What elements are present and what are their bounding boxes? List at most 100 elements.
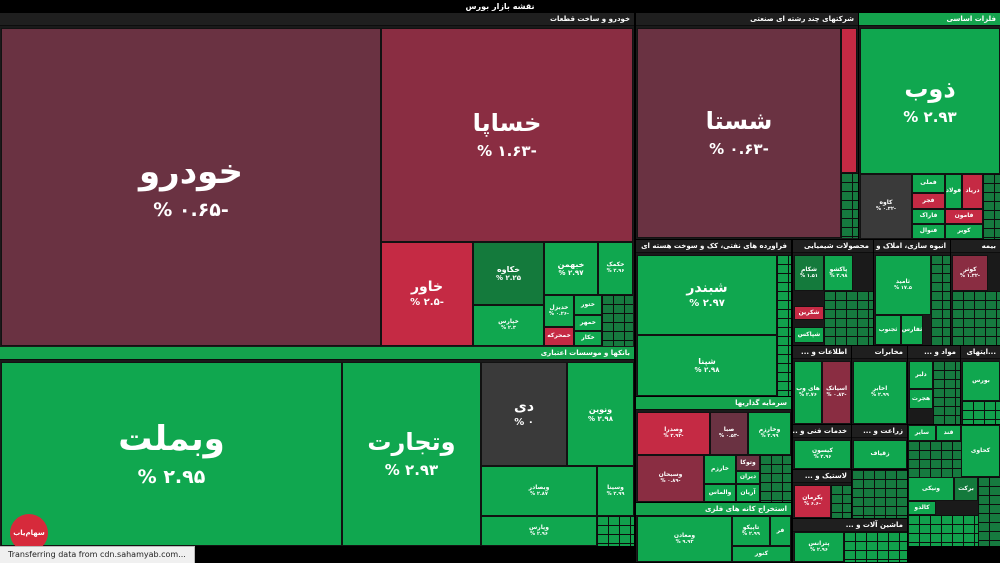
tile-percent: ۲.۲۵ %: [496, 274, 521, 283]
tile-vsadra[interactable]: وصدرا -۳.۹۳ %: [637, 412, 710, 455]
sector-header-multi: شرکتهای چند رشته ای صنعتی: [636, 13, 858, 26]
tile-diran[interactable]: دیران: [736, 471, 760, 484]
tile-kaldo[interactable]: کالدو: [908, 501, 936, 515]
tile-zob[interactable]: ذوب ۲.۹۳ %: [860, 28, 1000, 174]
tile-vpars[interactable]: وپارس ۲.۹۶ %: [481, 516, 597, 546]
tile-kavir[interactable]: کویر: [945, 224, 983, 239]
small-tiles-cluster: [933, 361, 960, 424]
sahamyab-logo: سهام‌یاب: [10, 514, 48, 552]
small-tiles-cluster: [908, 441, 961, 477]
tile-kaysan[interactable]: کیسون ۲.۹۶ %: [794, 440, 851, 469]
tile-multi-small[interactable]: [841, 28, 857, 173]
small-tiles-cluster: [831, 485, 851, 518]
tile-kenor[interactable]: کنور: [732, 546, 791, 562]
tile-symbol: فنوال: [919, 227, 938, 235]
tile-vsina[interactable]: وسینا ۲.۹۹ %: [597, 466, 634, 516]
tile-paksho[interactable]: پاکشو ۲.۹۸ %: [824, 255, 853, 291]
sector-header-telecom: مخابرات: [852, 346, 907, 359]
tile-vtejarat[interactable]: وتجارت ۲.۹۳ %: [342, 362, 481, 546]
tile-percent: -۳.۹۳ %: [663, 433, 684, 440]
sector-banks: بانکها و موسسات اعتباری وبملت ۲.۹۵ % وتج…: [0, 347, 634, 546]
small-tiles-cluster: [841, 173, 858, 238]
tile-kosar[interactable]: کوثر -۱.۳۲ %: [952, 255, 988, 291]
tile-symbol: ونیکی: [922, 484, 940, 492]
tile-saba[interactable]: صبا -۰.۵۳ %: [710, 412, 748, 455]
tile-symbol: شکرین: [798, 308, 820, 316]
tile-vbsader[interactable]: وبصادر ۲.۸۷ %: [481, 466, 597, 516]
tile-symbol: صبا: [723, 426, 735, 434]
tile-symbol: وپارس: [529, 523, 549, 531]
tile-vnovin[interactable]: ونوین ۲.۹۸ %: [567, 362, 634, 466]
tile-barka[interactable]: برکت: [954, 477, 978, 501]
tile-kharazm[interactable]: خارزم: [704, 455, 736, 484]
tile-symbol: خدیزل: [549, 303, 569, 311]
tile-vtooka[interactable]: وتوکا: [736, 455, 760, 471]
tile-khbahman[interactable]: خبهمن ۲.۹۷ %: [544, 242, 598, 295]
tile-fameli[interactable]: فملی: [912, 174, 945, 193]
tile-kave[interactable]: کاوه -۰.۳۲ %: [860, 174, 912, 239]
tile-fanval[interactable]: فنوال: [912, 224, 945, 239]
tile-khtoor[interactable]: ختور: [574, 295, 602, 315]
tile-symbol: خارزم: [711, 465, 729, 473]
tile-vsbhan[interactable]: وسبحان -۰.۸۹ %: [637, 455, 704, 502]
tile-khakave[interactable]: خکاوه ۲.۲۵ %: [473, 242, 544, 305]
tile-zaghe[interactable]: زقیاف: [853, 440, 907, 469]
tile-khodro[interactable]: خودرو -۰.۶۵ %: [1, 28, 381, 346]
small-tiles-cluster: [978, 477, 1000, 546]
tile-symbol: دلبر: [915, 370, 927, 378]
tile-arian[interactable]: آریان: [736, 484, 760, 502]
tile-percent: -۱.۳۲ %: [960, 272, 980, 279]
tile-khzamia[interactable]: خکمک ۲.۹۶ %: [598, 242, 633, 295]
tile-hejrat[interactable]: هجرت: [909, 389, 933, 409]
sector-header-rubber: لاستیک و ...: [793, 470, 851, 483]
tile-percent: ۲.۹۸ %: [694, 366, 720, 375]
tile-percent: ۲.۹۶ %: [810, 546, 828, 553]
tile-di[interactable]: دی ۰ %: [481, 362, 567, 466]
tile-khakar[interactable]: خکار: [574, 331, 602, 346]
tile-shpaxs[interactable]: شپاکس: [794, 327, 824, 343]
tile-hiweb[interactable]: های وب ۲.۷۶ %: [794, 361, 822, 424]
tile-far[interactable]: فر: [770, 516, 791, 546]
tile-valmas[interactable]: والماس: [704, 484, 736, 502]
tile-percent: -۰.۵۳ %: [719, 433, 739, 440]
tile-sajnoob[interactable]: ثجنوب: [875, 315, 901, 345]
tile-vkharazm[interactable]: وخارزم ۲.۹۹ %: [748, 412, 791, 455]
tile-percent: -۰.۸۲ %: [826, 392, 847, 399]
tile-shkarin[interactable]: شکرین: [794, 306, 824, 320]
tile-sfars[interactable]: ثفارس: [901, 315, 923, 345]
tile-khapa[interactable]: خساپا -۱.۶۳ %: [381, 28, 633, 242]
tile-shbandar[interactable]: شبندر ۲.۹۷ %: [637, 255, 777, 335]
tile-fajr[interactable]: فجر: [912, 193, 945, 209]
tile-vmaaden[interactable]: ومعادن ۹.۹۳ %: [637, 516, 732, 562]
tile-famon[interactable]: فامون: [945, 209, 983, 224]
tile-samid[interactable]: ثامید ۱۷.۵ %: [875, 255, 931, 315]
tile-bors[interactable]: بورس: [962, 361, 1000, 401]
tile-foolad[interactable]: فولاد: [945, 174, 962, 209]
tile-khavar[interactable]: خاور -۲.۵ %: [381, 242, 473, 346]
tile-tapiko[interactable]: تاپیکو ۲.۹۹ %: [732, 516, 770, 546]
tile-khmehr[interactable]: خمهر: [574, 315, 602, 331]
tile-faraz[interactable]: فاراک: [912, 209, 945, 224]
tile-akhabar[interactable]: اخابر ۲.۹۹ %: [853, 361, 907, 424]
tile-ghand[interactable]: قند: [936, 425, 961, 441]
tile-ptayer[interactable]: پکرمان -۶.۶ %: [794, 485, 831, 518]
sector-header-tech: خدمات فنی و ...: [793, 425, 851, 438]
tile-khdizel[interactable]: خدیزل -۰.۲۶ %: [544, 295, 574, 327]
sector-header-insurance: بیمه: [951, 240, 1000, 253]
tile-symbol: خکمک: [606, 261, 625, 269]
tile-daryad[interactable]: دریاد: [962, 174, 983, 209]
tile-shekam[interactable]: شکام ۱.۵۱ %: [794, 255, 824, 291]
tile-shasta[interactable]: شستا -۰.۶۳ %: [637, 28, 841, 238]
tile-khmoharka[interactable]: خمحرکه: [544, 327, 574, 346]
tile-vanikm[interactable]: ونیکی: [908, 477, 954, 501]
tile-kehavi[interactable]: کحاوی: [961, 425, 1000, 477]
tile-symbol: خپارس: [498, 318, 519, 326]
tile-symbol: شستا: [705, 107, 773, 136]
tile-petrol[interactable]: پترانس ۲.۹۶ %: [794, 532, 844, 562]
tile-shpana[interactable]: شپنا ۲.۹۸ %: [637, 335, 777, 396]
tile-vbmellat[interactable]: وبملت ۲.۹۵ %: [1, 362, 342, 546]
tile-sabir[interactable]: سایر: [908, 425, 936, 441]
tile-dalbar[interactable]: دلبر: [909, 361, 933, 389]
tile-kharis[interactable]: خپارس ۲.۳ %: [473, 305, 544, 346]
tile-asiatek[interactable]: اسیاتک -۰.۸۲ %: [822, 361, 851, 424]
